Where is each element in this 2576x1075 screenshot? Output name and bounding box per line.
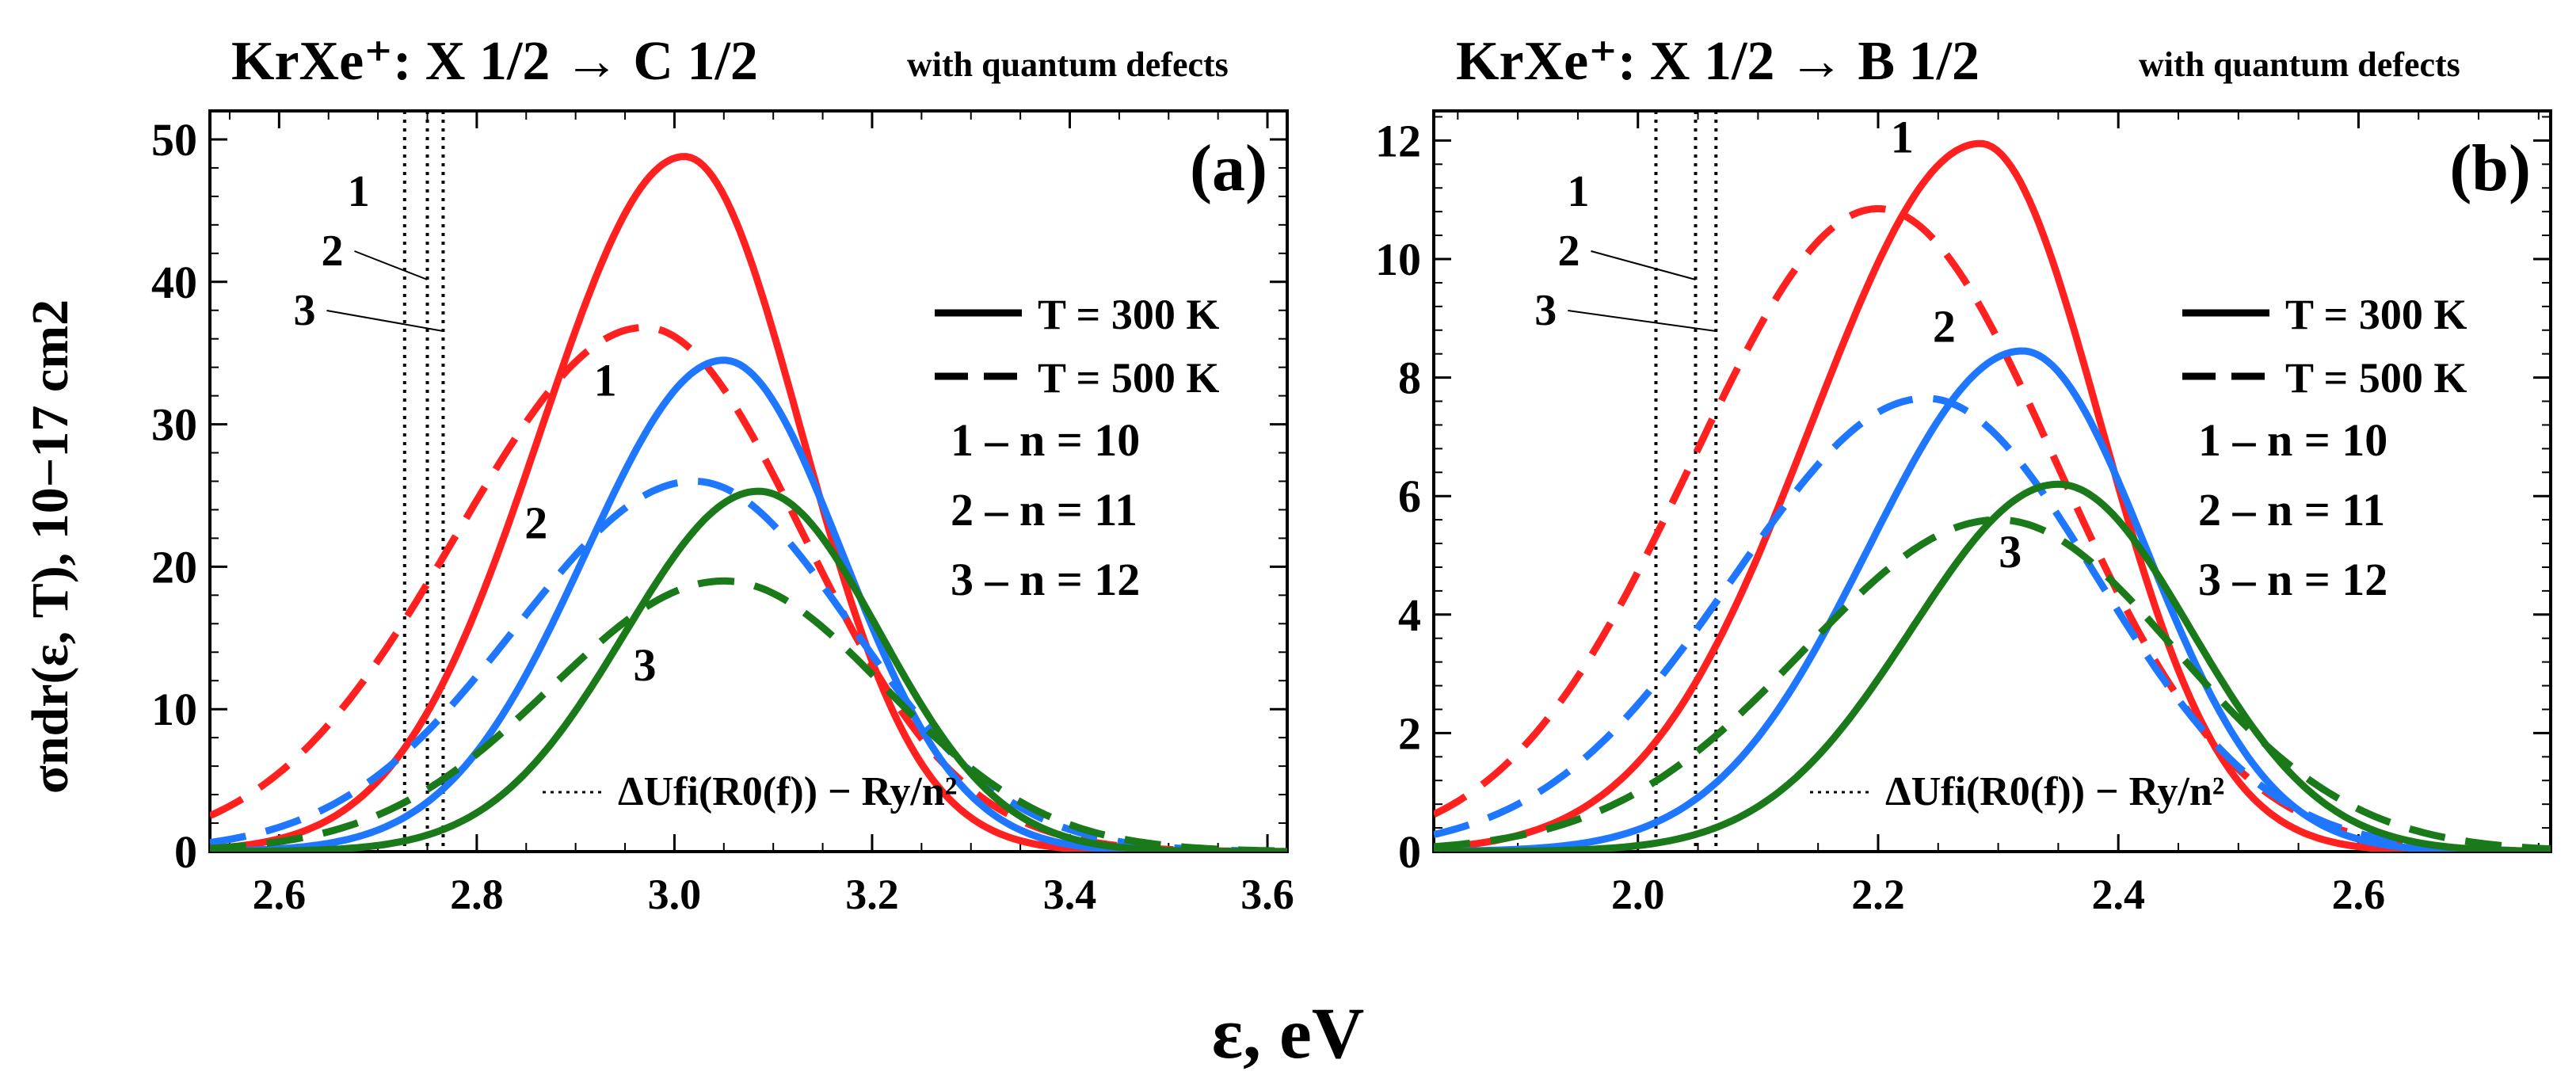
legend-n-entry: 2 – n = 11 (2198, 484, 2385, 536)
x-tick-label: 3.0 (648, 871, 702, 918)
series-n11-T500 (210, 478, 1287, 852)
legend-n-entry: 1 – n = 10 (2198, 414, 2387, 466)
series-n11-T300 (1434, 347, 2551, 852)
x-tick-label: 3.4 (1043, 871, 1097, 918)
x-tick-label: 2.6 (2332, 871, 2386, 918)
legend-n-entry: 2 – n = 11 (951, 484, 1137, 536)
y-tick-label: 50 (151, 114, 197, 166)
curve-label-1: 1 (594, 355, 617, 406)
panel-b: KrXe⁺: X 1/2 → B 1/2 with quantum defect… (1375, 31, 2552, 918)
series-n12-T300 (1434, 480, 2551, 852)
curve-label-2: 2 (1933, 301, 1956, 353)
threshold-leader-3 (326, 310, 444, 332)
plot-frame (1432, 109, 2552, 853)
threshold-label-3: 3 (1534, 286, 1557, 335)
y-tick-label: 10 (1375, 234, 1421, 285)
legend-dashed-label: T = 500 K (1038, 354, 1219, 402)
legend-n-entry: 3 – n = 12 (951, 554, 1140, 605)
curves (1434, 139, 2551, 852)
y-tick-label: 40 (151, 257, 197, 308)
panel-label: (b) (2449, 132, 2531, 205)
y-tick-label: 12 (1375, 115, 1421, 166)
y-tick-label: 8 (1398, 353, 1421, 404)
y-tick-label: 6 (1398, 471, 1421, 522)
y-tick-label: 20 (151, 541, 197, 593)
legend-dashed-label: T = 500 K (2285, 354, 2467, 402)
curve-label-3: 3 (1999, 526, 2022, 578)
x-tick-label: 3.2 (845, 871, 899, 918)
series-n12-T500 (210, 577, 1287, 852)
legend-threshold-label: ΔUfi(R0(f)) − Ry/n² (1885, 769, 2224, 814)
threshold-leader-3 (1568, 310, 1717, 332)
panel-label: (a) (1190, 132, 1267, 205)
legend-n-entry: 1 – n = 10 (951, 414, 1140, 466)
legend-n-entry: 3 – n = 12 (2198, 554, 2387, 605)
series-n12-T300 (210, 487, 1287, 852)
threshold-label-1: 1 (348, 167, 370, 216)
threshold-label-2: 2 (321, 227, 343, 276)
x-tick-label: 2.4 (2091, 871, 2145, 918)
y-axis-label: σndr(ε, T), 10−17 cm2 (21, 299, 79, 794)
x-tick-label: 2.2 (1851, 871, 1905, 918)
legend-threshold-label: ΔUfi(R0(f)) − Ry/n² (618, 769, 957, 814)
threshold-leader-2 (354, 250, 428, 280)
plot-a-area: 2.6 2.8 3.0 3.2 3.4 3.601020304050123123(a)T … (151, 109, 1294, 918)
threshold-label-2: 2 (1558, 227, 1580, 276)
x-tick-label: 3.6 (1240, 871, 1294, 918)
threshold-label-1: 1 (1567, 167, 1589, 216)
threshold-label-3: 3 (293, 286, 315, 335)
legend-solid-label: T = 300 K (2285, 291, 2467, 338)
curve-label-3: 3 (633, 639, 656, 691)
x-axis-label: ε, eV (1212, 993, 1365, 1073)
curve-label-2: 2 (524, 497, 547, 548)
y-tick-label: 0 (174, 826, 197, 878)
x-tick-label: 2.0 (1611, 871, 1665, 918)
series-n11-T500 (1434, 395, 2551, 852)
y-tick-label: 2 (1398, 707, 1421, 759)
series-n10-T300 (1434, 139, 2551, 852)
series-n10-T500 (1434, 205, 2551, 852)
y-tick-label: 0 (1398, 826, 1421, 878)
panel-b-title-note: with quantum defects (2139, 45, 2460, 84)
y-tick-label: 30 (151, 399, 197, 451)
panel-a-title-note: with quantum defects (907, 45, 1229, 84)
x-tick-label: 2.6 (253, 871, 307, 918)
threshold-leader-2 (1591, 250, 1696, 280)
curve-label-1: 1 (1891, 111, 1914, 162)
panel-b-title: KrXe⁺: X 1/2 → B 1/2 (1456, 31, 1980, 92)
curves (210, 153, 1287, 852)
series-n12-T500 (1434, 516, 2551, 852)
panel-a-title: KrXe⁺: X 1/2 → C 1/2 (231, 31, 758, 92)
y-tick-label: 4 (1398, 589, 1421, 641)
x-tick-label: 2.8 (450, 871, 504, 918)
legend-solid-label: T = 300 K (1038, 291, 1219, 338)
y-tick-label: 10 (151, 684, 197, 735)
panel-a: KrXe⁺: X 1/2 → C 1/2 with quantum defect… (151, 31, 1294, 918)
